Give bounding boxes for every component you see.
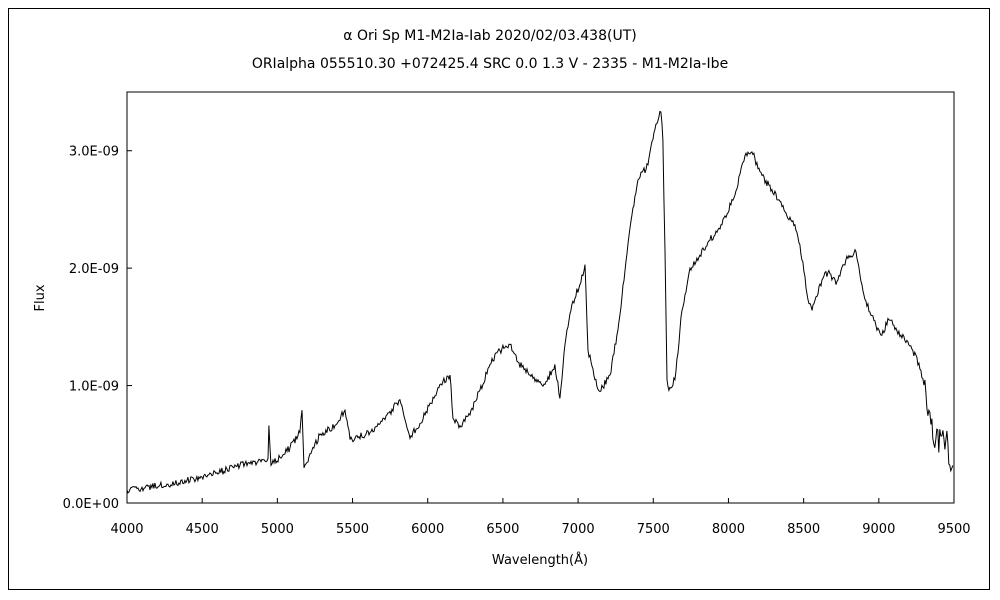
x-tick-label: 5000 bbox=[261, 522, 294, 537]
x-tick-label: 8000 bbox=[712, 522, 745, 537]
x-tick-label: 5500 bbox=[336, 522, 369, 537]
x-tick-label: 7000 bbox=[562, 522, 595, 537]
x-tick-label: 9000 bbox=[862, 522, 895, 537]
chart-frame bbox=[8, 8, 990, 590]
x-tick-label: 4500 bbox=[186, 522, 219, 537]
chart-title: α Ori Sp M1-M2Ia-Iab 2020/02/03.438(UT) bbox=[343, 28, 637, 44]
x-tick-label: 6500 bbox=[486, 522, 519, 537]
y-tick-label: 0.0E+00 bbox=[63, 497, 119, 512]
x-axis-label: Wavelength(Å) bbox=[492, 552, 588, 568]
series-line-flux bbox=[126, 110, 954, 494]
x-tick-label: 7500 bbox=[637, 522, 670, 537]
chart-subtitle: ORIalpha 055510.30 +072425.4 SRC 0.0 1.3… bbox=[251, 56, 729, 72]
x-tick-label: 6000 bbox=[411, 522, 444, 537]
x-tick-label: 4000 bbox=[110, 522, 143, 537]
y-axis-label: Flux bbox=[33, 284, 48, 311]
x-tick-label: 8500 bbox=[787, 522, 820, 537]
plot-area bbox=[126, 91, 955, 504]
y-tick-label: 3.0E-09 bbox=[69, 145, 119, 160]
y-tick-label: 2.0E-09 bbox=[69, 262, 119, 277]
x-tick-label: 9500 bbox=[937, 522, 970, 537]
y-tick-label: 1.0E-09 bbox=[69, 380, 119, 395]
